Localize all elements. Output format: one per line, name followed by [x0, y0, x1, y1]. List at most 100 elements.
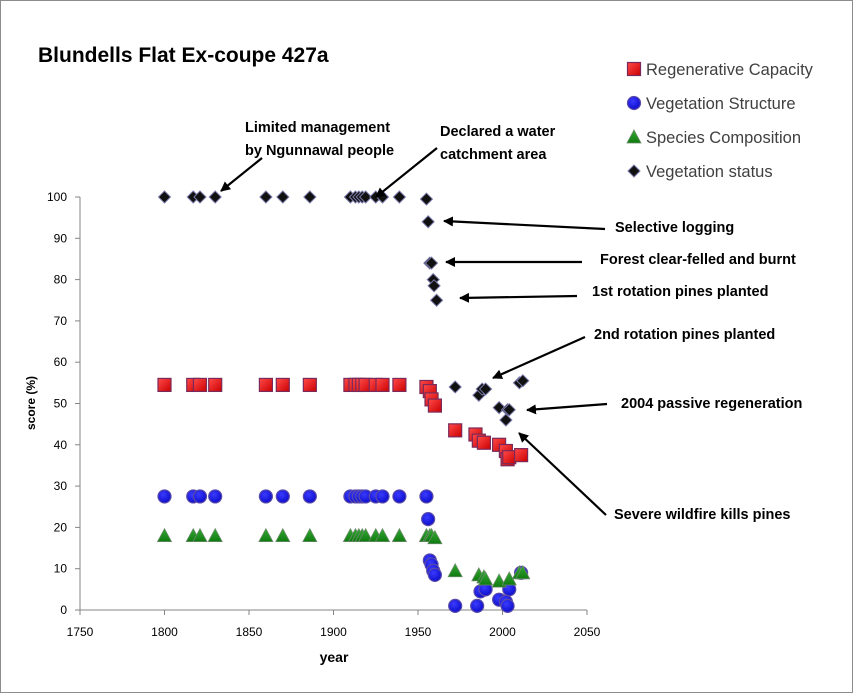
y-tick-label: 70 [54, 314, 68, 328]
annotation-arrow [518, 432, 607, 516]
y-tick-label: 20 [54, 520, 68, 534]
annotation-text: Forest clear-felled and burnt [600, 252, 796, 268]
circle-point [427, 567, 442, 582]
triangle-point [477, 571, 494, 586]
square-point [476, 435, 492, 450]
square-point [258, 377, 273, 393]
annotation: Declared a water catchment area [375, 124, 556, 198]
y-tick-label: 40 [54, 438, 68, 452]
square-point [375, 377, 390, 393]
diamond-point [157, 190, 172, 204]
annotation-arrow [375, 147, 438, 198]
triangle-point [374, 527, 391, 543]
triangle-point [275, 527, 291, 543]
chart-title: Blundells Flat Ex-coupe 427a [38, 44, 329, 67]
x-tick-label: 1900 [320, 625, 347, 639]
diamond-point [516, 374, 530, 388]
square-point [502, 450, 517, 465]
square-point [208, 377, 223, 393]
annotation-text: by Ngunnawal people [245, 143, 394, 159]
annotation-text: Selective logging [615, 220, 734, 236]
annotation-text: Declared a water [440, 124, 556, 140]
y-tick-label: 30 [54, 479, 68, 493]
x-tick-label: 1800 [151, 625, 178, 639]
legend: Regenerative Capacity Vegetation Structur… [626, 61, 814, 181]
annotation-text: 2004 passive regeneration [621, 396, 802, 412]
annotation-text: Severe wildfire kills pines [614, 507, 791, 523]
annotation-arrow [459, 292, 578, 303]
triangle-point [515, 564, 531, 580]
diamond-point [429, 293, 444, 307]
triangle-point [357, 527, 374, 543]
triangle-point [302, 527, 318, 543]
diamond-point [193, 190, 207, 204]
legend-label: Vegetation status [646, 163, 773, 181]
diamond-point [358, 190, 373, 204]
annotation: Severe wildfire kills pines [518, 432, 791, 523]
diamond-point [478, 382, 493, 396]
annotation: 1st rotation pines planted [459, 284, 768, 303]
circle-point [302, 489, 317, 504]
x-axis-label: year [320, 649, 349, 665]
annotation-arrow [443, 216, 606, 231]
annotation: 2nd rotation pines planted [492, 327, 775, 380]
annotation-arrow [492, 335, 586, 380]
circle-point [157, 489, 172, 504]
triangle-point [391, 527, 408, 543]
annotation: Selective logging [443, 216, 734, 236]
square-point [275, 377, 290, 393]
y-tick-label: 100 [47, 190, 67, 204]
annotation-arrow [220, 157, 263, 192]
circle-point [500, 598, 515, 613]
square-point [448, 423, 463, 438]
square-point [392, 377, 407, 393]
diamond-point [208, 190, 222, 204]
diamond-point [421, 215, 435, 229]
annotation-arrow [526, 402, 608, 415]
circle-point [470, 598, 485, 613]
annotation-text: Limited management [245, 120, 390, 136]
plot-points [156, 190, 531, 613]
diamond-point [502, 402, 516, 417]
y-tick-label: 10 [54, 562, 68, 576]
series-vegetation-status [157, 190, 530, 427]
square-point [192, 377, 208, 393]
diamond-point [276, 190, 290, 204]
annotation: Limited management by Ngunnawal people [220, 120, 394, 192]
triangle-point [447, 562, 463, 578]
x-tick-label: 2000 [489, 625, 516, 639]
diamond-point [419, 192, 434, 206]
legend-square-marker [626, 61, 642, 77]
square-point [157, 377, 172, 393]
x-tick-label: 1950 [405, 625, 432, 639]
circle-point [275, 489, 290, 504]
circle-point [192, 489, 208, 504]
legend-circle-marker [626, 95, 642, 111]
circle-point [258, 489, 273, 504]
y-axis-label: score (%) [24, 376, 38, 430]
circle-point [448, 598, 463, 613]
diamond-point [424, 256, 439, 270]
diamond-point [427, 279, 441, 293]
circle-point [392, 489, 407, 504]
legend-triangle-marker [626, 129, 642, 144]
legend-label: Vegetation Structure [646, 95, 796, 113]
annotation: 2004 passive regeneration [526, 396, 802, 415]
circle-point [419, 489, 434, 504]
diamond-point [499, 413, 513, 427]
annotation-text: 2nd rotation pines planted [594, 327, 775, 343]
x-tick-label: 2050 [574, 625, 601, 639]
diamond-point [259, 190, 273, 204]
triangle-point [207, 527, 223, 543]
legend-diamond-marker [627, 164, 641, 178]
series-regenerative-capacity [157, 377, 529, 467]
legend-label: Species Composition [646, 129, 801, 147]
triangle-point [156, 527, 173, 543]
y-tick-label: 80 [54, 273, 68, 287]
y-ticks: 0 10 20 30 40 50 60 70 80 90 100 [47, 190, 80, 617]
series-vegetation-structure [157, 489, 529, 613]
square-point [427, 398, 442, 413]
y-tick-label: 50 [54, 397, 68, 411]
